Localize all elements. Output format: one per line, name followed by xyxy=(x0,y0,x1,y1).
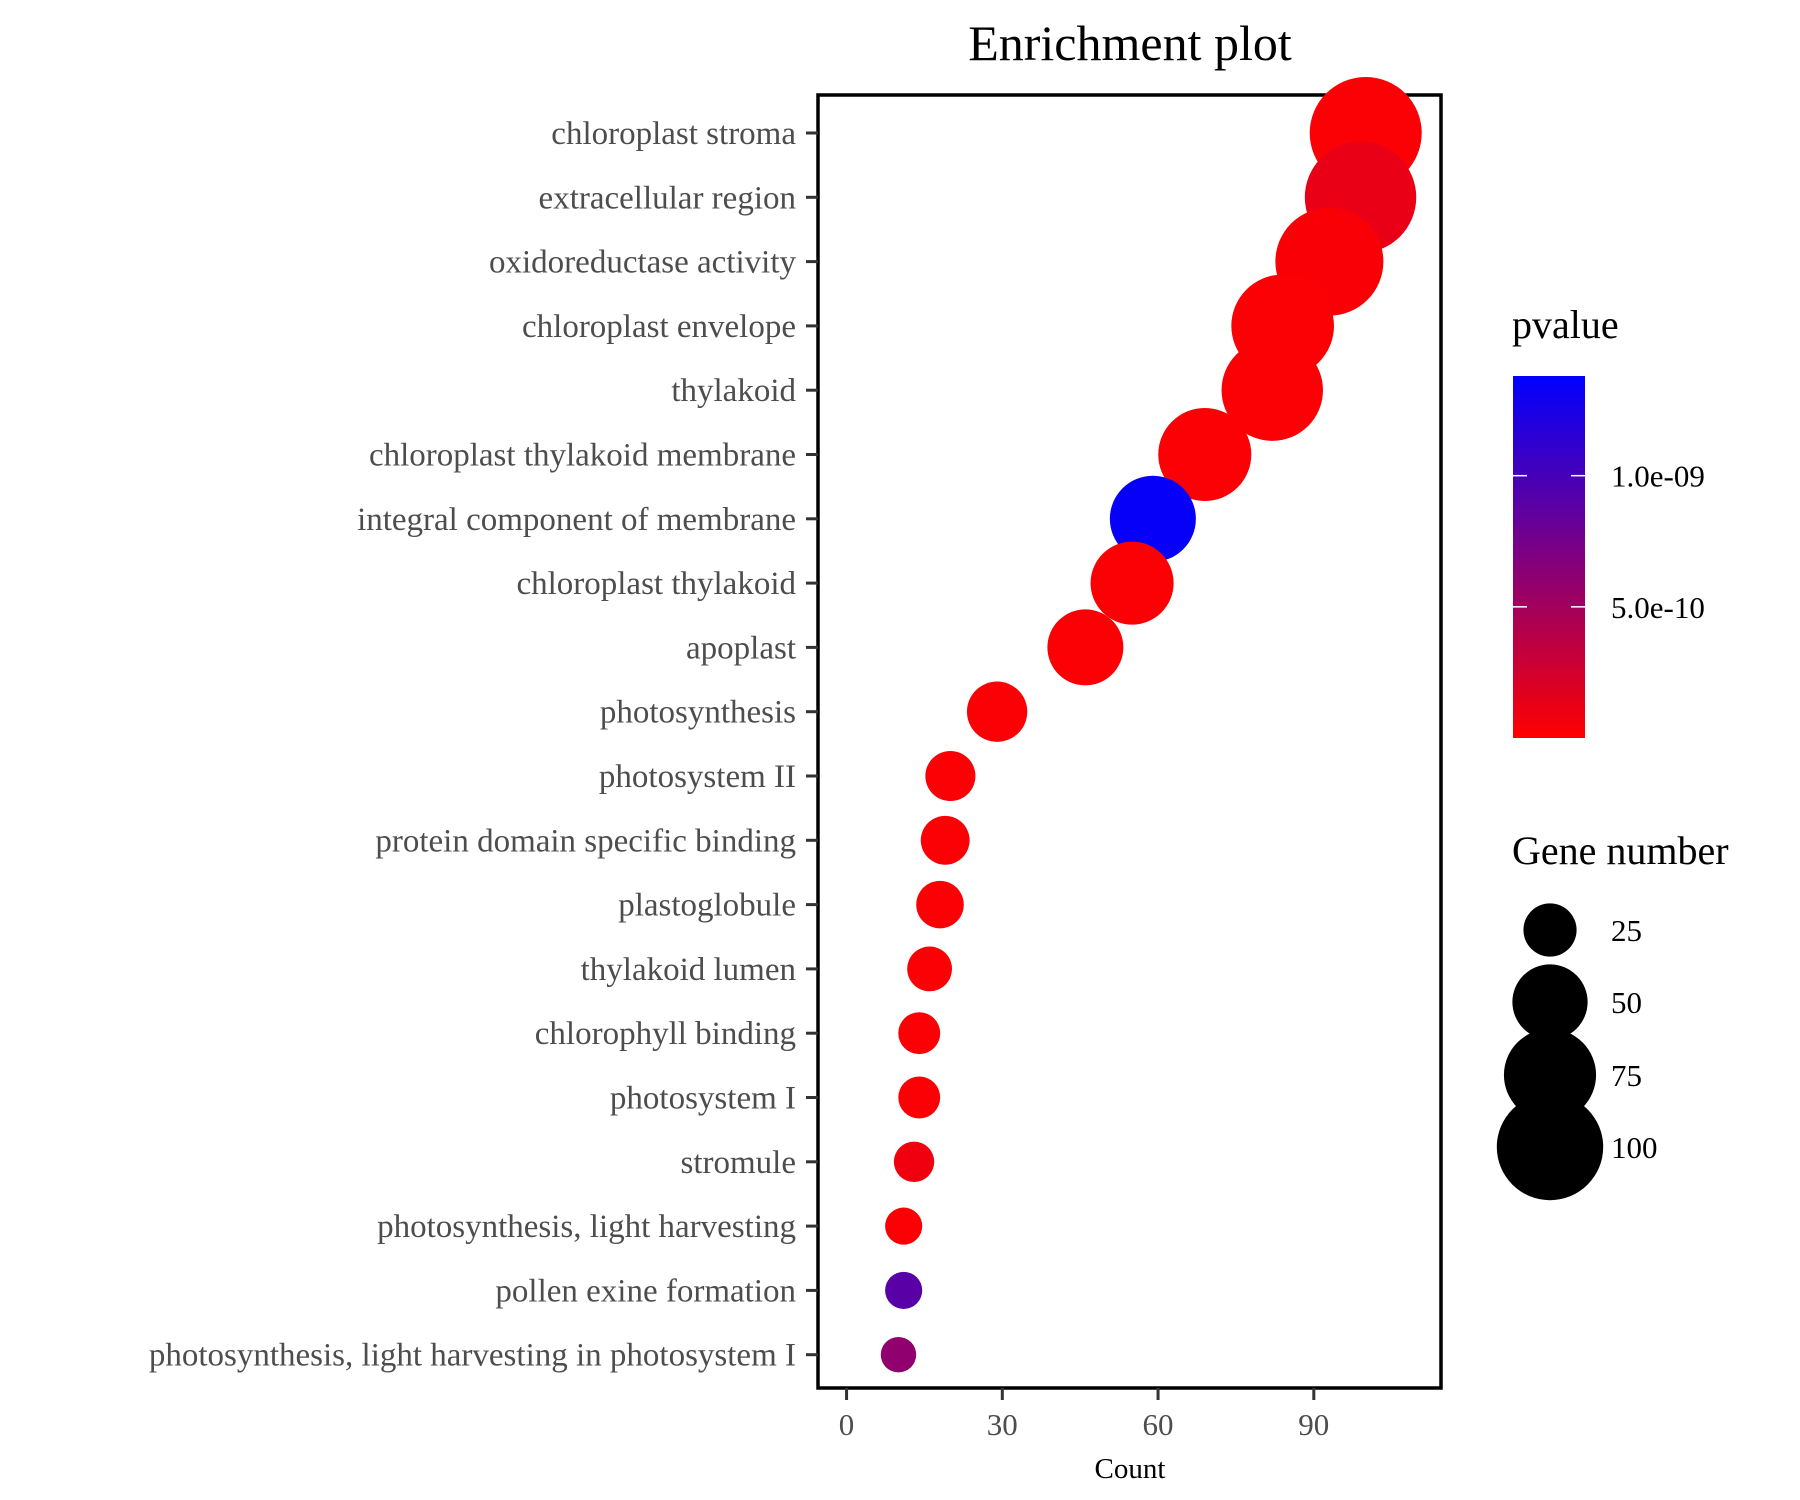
data-point xyxy=(1047,609,1124,686)
y-tick-label: pollen exine formation xyxy=(495,1273,796,1309)
size-legend-key xyxy=(1523,903,1577,957)
y-tick-label: chloroplast thylakoid xyxy=(516,566,796,602)
data-point xyxy=(1221,339,1323,441)
pvalue-colorbar xyxy=(1513,376,1585,738)
data-point xyxy=(916,880,964,929)
size-legend-label: 100 xyxy=(1611,1130,1658,1165)
size-legend-key xyxy=(1503,1028,1597,1122)
data-point xyxy=(898,1012,941,1055)
colorbar-tick-label: 5.0e-10 xyxy=(1611,590,1705,625)
y-tick-label: chloroplast envelope xyxy=(522,309,796,345)
data-point xyxy=(1158,407,1252,502)
y-tick-label: photosynthesis, light harvesting in phot… xyxy=(149,1338,796,1374)
plot-panel xyxy=(816,93,1443,1390)
data-point xyxy=(1090,541,1174,625)
size-legend-key xyxy=(1496,1093,1604,1201)
pvalue-legend: pvalue 1.0e-09 5.0e-10 xyxy=(1512,302,1705,738)
data-point xyxy=(885,1207,923,1245)
size-legend-title: Gene number xyxy=(1512,828,1729,873)
y-tick-label: photosystem I xyxy=(610,1081,796,1117)
y-tick-label: integral component of membrane xyxy=(357,502,796,538)
data-points xyxy=(880,77,1422,1373)
data-point xyxy=(920,815,970,865)
x-axis: 0 30 60 90 xyxy=(839,1388,1329,1442)
y-tick-label: photosynthesis, light harvesting xyxy=(377,1209,796,1245)
y-tick-label: chloroplast thylakoid membrane xyxy=(369,438,796,474)
data-point xyxy=(925,750,976,802)
colorbar-tick-label: 1.0e-09 xyxy=(1611,459,1705,494)
x-tick-label: 60 xyxy=(1143,1407,1174,1442)
data-point xyxy=(885,1271,923,1309)
size-legend-label: 25 xyxy=(1611,913,1642,948)
x-axis-title: Count xyxy=(1095,1453,1166,1485)
x-tick-label: 0 xyxy=(839,1407,855,1442)
data-point xyxy=(907,946,953,992)
size-legend-label: 50 xyxy=(1611,985,1642,1020)
y-tick-label: apoplast xyxy=(686,630,796,666)
y-tick-label: chloroplast stroma xyxy=(551,116,796,152)
data-point xyxy=(880,1336,917,1373)
y-tick-label: protein domain specific binding xyxy=(375,823,796,859)
y-tick-label: photosystem II xyxy=(599,759,796,795)
y-tick-label: thylakoid xyxy=(671,373,796,409)
x-tick-label: 90 xyxy=(1298,1407,1329,1442)
y-tick-label: photosynthesis xyxy=(600,695,796,731)
data-point xyxy=(966,681,1028,742)
y-axis: chloroplast stroma extracellular region ox… xyxy=(149,116,818,1374)
chart-title: Enrichment plot xyxy=(968,15,1292,71)
y-tick-label: extracellular region xyxy=(539,180,796,216)
size-legend-key xyxy=(1512,964,1588,1040)
data-point xyxy=(898,1076,941,1119)
data-point xyxy=(1109,475,1196,562)
pvalue-legend-title: pvalue xyxy=(1512,302,1619,347)
y-tick-label: chlorophyll binding xyxy=(535,1016,796,1052)
y-tick-label: thylakoid lumen xyxy=(581,952,796,988)
y-tick-label: stromule xyxy=(681,1145,796,1181)
y-tick-label: plastoglobule xyxy=(618,888,796,924)
x-tick-label: 30 xyxy=(987,1407,1018,1442)
data-point xyxy=(893,1141,935,1182)
y-tick-label: oxidoreductase activity xyxy=(489,245,796,281)
size-legend-label: 75 xyxy=(1611,1058,1642,1093)
size-legend: Gene number 25 50 75 100 xyxy=(1496,828,1729,1201)
